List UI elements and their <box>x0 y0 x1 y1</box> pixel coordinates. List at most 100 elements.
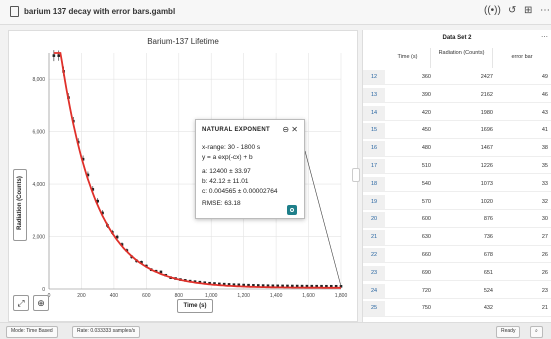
layout-icon[interactable]: ⊞ <box>524 5 533 16</box>
cell-counts[interactable]: 876 <box>483 216 493 223</box>
cell-time[interactable]: 630 <box>421 234 431 241</box>
cell-error[interactable]: 35 <box>541 163 548 169</box>
cell-time[interactable]: 540 <box>421 180 431 187</box>
cell-time[interactable]: 480 <box>421 145 431 152</box>
cell-time[interactable]: 510 <box>421 163 431 169</box>
device-status[interactable]: Ready <box>496 326 521 338</box>
cell-error[interactable]: 26 <box>541 252 548 258</box>
column-header-error[interactable]: error bar <box>493 48 551 68</box>
cell-error[interactable]: 21 <box>541 305 548 312</box>
collection-mode[interactable]: Mode: Time Based <box>6 326 58 338</box>
table-row[interactable]: 20 600 876 30 <box>363 212 551 228</box>
data-point <box>227 283 231 286</box>
data-table-panel[interactable]: Data Set 2 ⋯ Time (s) Radiation (Counts)… <box>362 30 551 322</box>
cell-counts[interactable]: 1073 <box>480 180 493 187</box>
cell-time[interactable]: 600 <box>421 216 431 223</box>
cell-time[interactable]: 750 <box>421 305 431 312</box>
plot-area[interactable]: 8,000 6,000 4,000 2,000 00 200 400 600 800 1,000 1… <box>9 31 359 323</box>
data-marker <box>81 157 85 161</box>
table-row[interactable]: 16 480 1467 38 <box>363 141 551 157</box>
cell-counts[interactable]: 1696 <box>480 127 493 134</box>
cell-counts[interactable]: 736 <box>483 234 493 241</box>
close-icon[interactable]: ✕ <box>291 125 298 134</box>
graph-panel[interactable]: Barium-137 Lifetime 8,000 6,000 4,000 2,000… <box>8 30 358 322</box>
fit-options-icon[interactable] <box>287 205 297 215</box>
cell-time[interactable]: 390 <box>421 91 431 98</box>
data-marker <box>295 284 299 288</box>
cell-counts[interactable]: 432 <box>483 305 493 312</box>
column-header-time[interactable]: Time (s) <box>385 48 431 68</box>
x-tick-label: 1,400 <box>270 293 283 299</box>
curve-fit-panel[interactable]: NATURAL EXPONENT ⊖ ✕ x-range: 30 - 1800 … <box>195 119 305 219</box>
wireless-icon[interactable]: ((•)) <box>484 5 501 16</box>
undo-icon[interactable]: ↺ <box>508 5 517 16</box>
window-title[interactable]: barium 137 decay with error bars.gambl <box>24 7 176 16</box>
data-set-title: Data Set 2 <box>442 35 472 41</box>
row-index: 15 <box>363 123 385 138</box>
row-index: 20 <box>363 212 385 227</box>
cell-time[interactable]: 660 <box>421 252 431 258</box>
data-set-menu-icon[interactable]: ⋯ <box>541 34 548 41</box>
cell-time[interactable]: 570 <box>421 198 431 205</box>
cell-counts[interactable]: 1226 <box>480 163 493 169</box>
table-row[interactable]: 24 720 524 23 <box>363 283 551 299</box>
autoscale-icon[interactable]: ⤢ <box>13 295 29 311</box>
data-marker <box>320 284 323 288</box>
table-row[interactable]: 23 690 651 26 <box>363 265 551 282</box>
cell-error[interactable]: 30 <box>541 216 548 223</box>
cell-counts[interactable]: 2162 <box>480 91 493 98</box>
data-marker <box>281 284 284 288</box>
table-row[interactable]: 21 630 736 27 <box>363 230 551 246</box>
data-point <box>334 284 338 288</box>
cell-error[interactable]: 26 <box>541 269 548 276</box>
row-index: 12 <box>363 70 385 85</box>
table-row[interactable]: 17 510 1226 35 <box>363 159 551 175</box>
cell-error[interactable]: 43 <box>541 109 548 116</box>
column-header-counts[interactable]: Radiation (Counts) <box>431 48 493 68</box>
minus-circle-icon[interactable]: ⊖ <box>282 125 290 134</box>
panel-splitter-handle[interactable] <box>352 168 360 182</box>
cell-error[interactable]: 46 <box>541 91 548 98</box>
cell-time[interactable]: 720 <box>421 287 431 294</box>
y-axis-label-button[interactable]: Radiation (Counts) <box>13 169 27 241</box>
table-row[interactable]: 13 390 2162 46 <box>363 87 551 104</box>
table-row[interactable]: 25 750 432 21 <box>363 301 551 317</box>
cell-error[interactable]: 33 <box>541 180 548 187</box>
cell-error[interactable]: 41 <box>541 127 548 134</box>
cell-counts[interactable]: 1467 <box>480 145 493 152</box>
search-icon[interactable]: ⌕ <box>530 326 543 338</box>
cell-error[interactable]: 27 <box>541 234 548 241</box>
row-index: 24 <box>363 283 385 298</box>
cell-time[interactable]: 690 <box>421 269 431 276</box>
data-point <box>261 284 265 287</box>
y-axis-label: Radiation (Counts) <box>17 176 23 230</box>
cell-counts[interactable]: 524 <box>483 287 493 294</box>
data-point <box>295 284 299 288</box>
column-label-counts: Radiation (Counts) <box>438 50 485 56</box>
table-row[interactable]: 15 450 1696 41 <box>363 123 551 139</box>
cell-counts[interactable]: 1980 <box>480 109 493 116</box>
table-row[interactable]: 12 360 2427 49 <box>363 70 551 86</box>
cell-time[interactable]: 450 <box>421 127 431 134</box>
x-axis-label-button[interactable]: Time (s) <box>177 299 213 313</box>
data-point <box>310 284 314 288</box>
data-marker <box>252 284 255 287</box>
cell-error[interactable]: 32 <box>541 198 548 205</box>
data-point <box>329 284 333 288</box>
cell-time[interactable]: 420 <box>421 109 431 116</box>
more-icon[interactable]: ⋯ <box>540 5 550 16</box>
cell-counts[interactable]: 678 <box>483 252 493 258</box>
cell-error[interactable]: 38 <box>541 145 548 152</box>
table-row[interactable]: 19 570 1020 32 <box>363 194 551 210</box>
table-row[interactable]: 22 660 678 26 <box>363 248 551 264</box>
cell-error[interactable]: 23 <box>541 287 548 294</box>
zoom-icon[interactable]: ⊕ <box>33 295 49 311</box>
cell-counts[interactable]: 1020 <box>480 198 493 205</box>
table-row[interactable]: 18 540 1073 33 <box>363 176 551 193</box>
sample-rate[interactable]: Rate: 0.033333 samples/s <box>72 326 141 338</box>
cell-counts[interactable]: 651 <box>483 269 493 276</box>
table-row[interactable]: 14 420 1980 43 <box>363 105 551 121</box>
cell-counts[interactable]: 2427 <box>480 74 493 80</box>
cell-error[interactable]: 49 <box>541 74 548 80</box>
cell-time[interactable]: 360 <box>421 74 431 80</box>
